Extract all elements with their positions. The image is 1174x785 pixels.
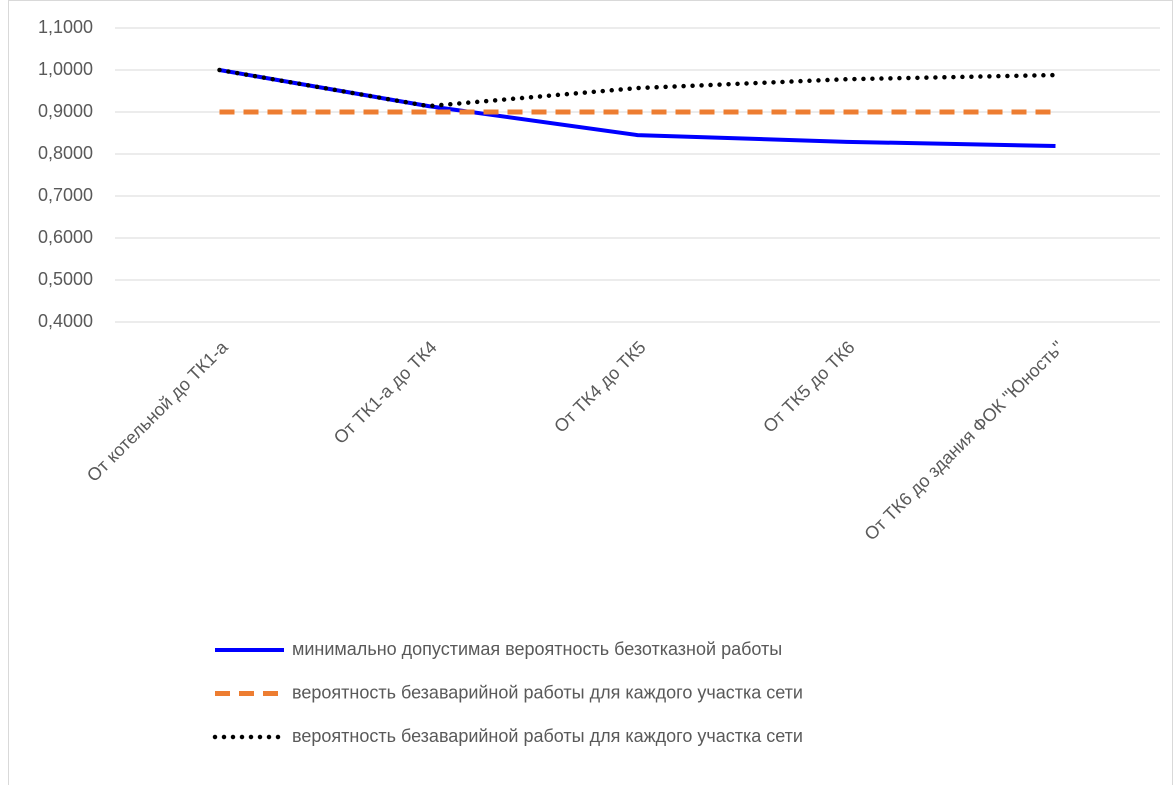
y-tick-label: 0,6000 <box>38 227 93 247</box>
y-tick-label: 0,7000 <box>38 185 93 205</box>
legend-label: вероятность безаварийной работы для кажд… <box>292 682 803 702</box>
x-tick-label: От ТК6 до здания ФОК "Юность" <box>860 337 1067 544</box>
y-tick-label: 1,0000 <box>38 59 93 79</box>
series-line <box>217 67 1058 109</box>
x-tick-label: От ТК5 до ТК6 <box>759 337 859 437</box>
x-tick-label: От ТК4 до ТК5 <box>550 337 650 437</box>
y-tick-label: 0,9000 <box>38 101 93 121</box>
series-line <box>219 68 1056 149</box>
y-tick-label: 1,1000 <box>38 17 93 37</box>
legend-label: минимально допустимая вероятность безотк… <box>292 639 782 659</box>
y-tick-label: 0,8000 <box>38 143 93 163</box>
chart-border <box>8 0 1173 785</box>
x-tick-label: От котельной до ТК1-а <box>83 336 232 485</box>
y-tick-label: 0,5000 <box>38 269 93 289</box>
x-tick-label: От ТК1-а до ТК4 <box>330 337 441 448</box>
legend-label: вероятность безаварийной работы для кажд… <box>292 726 803 746</box>
y-tick-label: 0,4000 <box>38 311 93 331</box>
